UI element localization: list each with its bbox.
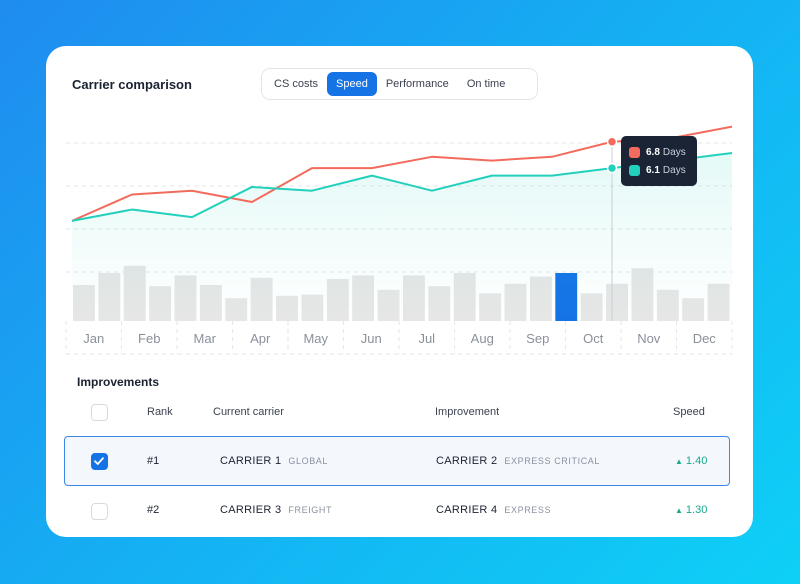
metric-tabs: CS costs Speed Performance On time — [261, 68, 538, 100]
header-speed: Speed — [673, 406, 705, 418]
improvements-title: Improvements — [77, 375, 160, 389]
row-rank: #1 — [147, 455, 160, 467]
tooltip-swatch-red — [629, 146, 640, 158]
row-checkbox[interactable] — [91, 453, 108, 470]
row-improvement: CARRIER 4 EXPRESS — [436, 504, 551, 516]
tooltip-unit-2: Days — [662, 164, 686, 176]
chart-tick-label: Mar — [194, 331, 217, 346]
improvement-carrier-tag: EXPRESS — [504, 505, 552, 515]
row-current-carrier: CARRIER 1 GLOBAL — [220, 455, 328, 467]
chart-point-teal — [606, 162, 618, 174]
chart-tick-label: Jan — [83, 331, 104, 346]
chart-tick-label: Feb — [138, 331, 160, 346]
tooltip-row-2: 6.1 Days — [629, 161, 689, 179]
row-rank: #2 — [147, 504, 160, 516]
check-icon — [94, 457, 104, 465]
row-improvement: CARRIER 2 EXPRESS CRITICAL — [436, 455, 600, 467]
chart-tick-label: Dec — [693, 331, 717, 346]
current-carrier-name: CARRIER 3 — [220, 504, 282, 516]
table-row[interactable]: #1 CARRIER 1 GLOBAL CARRIER 2 EXPRESS CRIT… — [64, 436, 730, 486]
chart-tick-label: Nov — [637, 331, 661, 346]
chart-tick-label: Jun — [361, 331, 382, 346]
chart-tooltip: 6.8 Days 6.1 Days — [621, 136, 697, 186]
improvement-carrier-tag: EXPRESS CRITICAL — [504, 456, 601, 466]
speed-value: 1.40 — [685, 455, 708, 467]
row-checkbox[interactable] — [91, 503, 108, 520]
arrow-up-icon: ▲ — [675, 506, 683, 515]
select-all-checkbox[interactable] — [91, 404, 108, 421]
card-title: Carrier comparison — [72, 77, 192, 92]
header-improvement: Improvement — [435, 406, 500, 418]
chart-tick-label: Jul — [418, 331, 435, 346]
arrow-up-icon: ▲ — [675, 457, 683, 466]
current-carrier-name: CARRIER 1 — [220, 455, 282, 467]
tab-cs-costs[interactable]: CS costs — [274, 78, 319, 90]
tab-on-time[interactable]: On time — [466, 78, 506, 90]
tooltip-swatch-teal — [629, 164, 640, 176]
chart-tick-label: Oct — [583, 331, 604, 346]
chart-tick-label: Aug — [471, 331, 494, 346]
chart-tick-label: Apr — [250, 331, 271, 346]
row-speed: ▲ 1.30 — [675, 504, 707, 516]
tab-speed[interactable]: Speed — [327, 72, 377, 96]
chart-tick-label: Sep — [526, 331, 549, 346]
improvement-carrier-name: CARRIER 2 — [436, 455, 498, 467]
header-rank: Rank — [147, 406, 173, 418]
table-row[interactable]: #2 CARRIER 3 FREIGHT CARRIER 4 EXPRESS ▲ 1.… — [64, 486, 730, 536]
tooltip-row-1: 6.8 Days — [629, 143, 689, 161]
current-carrier-tag: GLOBAL — [288, 456, 329, 466]
speed-chart: Jan Feb Mar Apr May Jun Jul Aug Sep Oct Nov Dec — [65, 125, 733, 355]
current-carrier-tag: FREIGHT — [288, 505, 333, 515]
chart-tick-label: May — [303, 331, 328, 346]
chart-point-red — [606, 136, 618, 147]
tab-performance[interactable]: Performance — [385, 78, 449, 90]
tooltip-value-2: 6.1 — [646, 164, 660, 176]
carrier-comparison-card: Carrier comparison CS costs Speed Perfor… — [46, 46, 753, 537]
row-speed: ▲ 1.40 — [675, 455, 707, 467]
improvements-table-header: Rank Current carrier Improvement Speed — [46, 403, 753, 423]
speed-value: 1.30 — [685, 504, 708, 516]
header-current-carrier: Current carrier — [213, 406, 284, 418]
tooltip-value-1: 6.8 — [646, 146, 660, 158]
row-current-carrier: CARRIER 3 FREIGHT — [220, 504, 332, 516]
improvement-carrier-name: CARRIER 4 — [436, 504, 498, 516]
tooltip-unit-1: Days — [662, 146, 686, 158]
